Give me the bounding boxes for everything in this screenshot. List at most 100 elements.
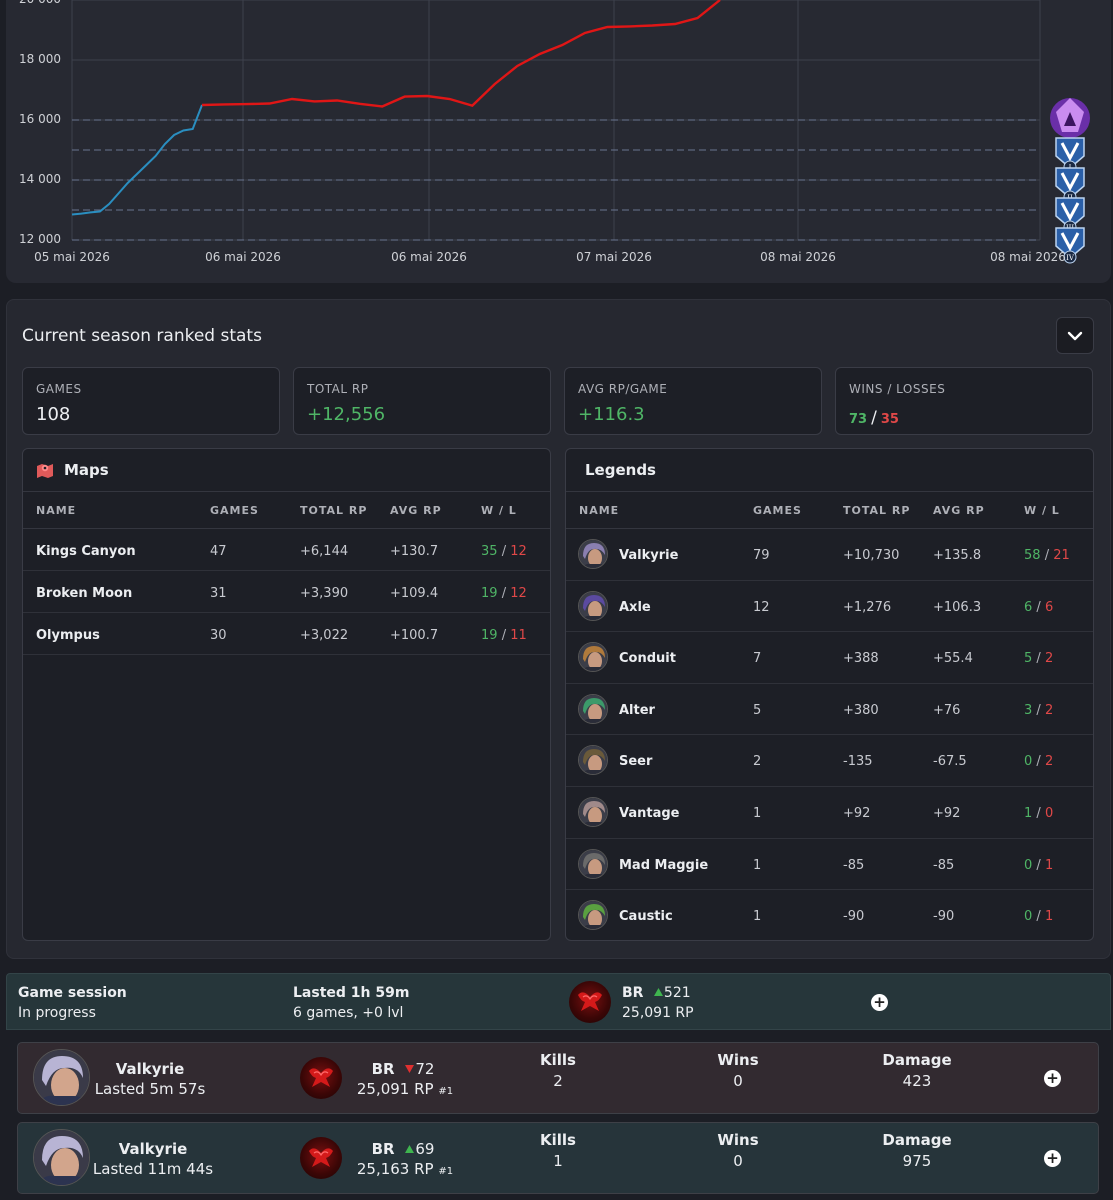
game-rp-value: 25,163 RP bbox=[356, 1160, 434, 1178]
diamond-rank-icon: IV bbox=[1055, 227, 1085, 264]
legend-total-rp: +380 bbox=[843, 702, 879, 718]
column-header: TOTAL RP bbox=[300, 504, 368, 517]
map-total-rp: +3,390 bbox=[300, 586, 349, 601]
wl-wins: 1 bbox=[1024, 805, 1033, 821]
wl-losses: 12 bbox=[510, 544, 527, 559]
map-row: Olympus 30 +3,022 +100.7 19 / 11 bbox=[23, 613, 550, 655]
legend-wl: 0 / 2 bbox=[1024, 754, 1054, 770]
legend-name: Seer bbox=[619, 754, 653, 770]
game-mode: BR bbox=[371, 1060, 395, 1078]
wl-losses: 11 bbox=[510, 628, 527, 643]
chart-plot: IIIIIIIV bbox=[71, 0, 1090, 264]
wins-label: Wins bbox=[717, 1131, 759, 1149]
legend-row: Mad Maggie 1 -85 -85 0 / 1 bbox=[566, 839, 1093, 891]
wl-wins: 3 bbox=[1024, 702, 1033, 718]
game-legend-name: Valkyrie bbox=[118, 1140, 188, 1158]
damage-value: 423 bbox=[902, 1072, 932, 1090]
legend-avg-rp: -90 bbox=[933, 909, 955, 925]
game-delta: 69 bbox=[415, 1140, 435, 1158]
x-tick-label: 08 mai 2026 bbox=[760, 250, 836, 264]
wl-wins: 5 bbox=[1024, 651, 1033, 667]
wins-value: 0 bbox=[733, 1072, 743, 1090]
legend-avatar bbox=[578, 642, 608, 673]
column-header: NAME bbox=[36, 504, 77, 517]
session-rank-line: BR 521 bbox=[622, 985, 691, 1001]
expand-game-button[interactable]: + bbox=[1044, 1150, 1061, 1167]
legend-games: 1 bbox=[753, 857, 762, 873]
map-icon bbox=[37, 464, 53, 478]
session-summary: 6 games, +0 lvl bbox=[293, 1005, 404, 1021]
session-rp: 25,091 RP bbox=[622, 1005, 694, 1021]
legend-total-rp: +1,276 bbox=[843, 599, 892, 615]
wl-losses: 1 bbox=[1044, 909, 1054, 925]
legend-name: Vantage bbox=[619, 805, 680, 821]
expand-session-button[interactable]: + bbox=[871, 994, 888, 1011]
master-rank-icon bbox=[1050, 98, 1090, 138]
legends-panel: Legends NAME GAMES TOTAL RP AVG RP W / L… bbox=[565, 448, 1094, 941]
wl-losses: 2 bbox=[1044, 754, 1054, 770]
game-legend-name: Valkyrie bbox=[115, 1060, 185, 1078]
stat-total-rp: TOTAL RP +12,556 bbox=[293, 367, 551, 435]
map-avg-rp: +100.7 bbox=[390, 628, 439, 643]
game-duration: Lasted 5m 57s bbox=[94, 1080, 206, 1098]
legend-avg-rp: +92 bbox=[933, 805, 961, 821]
game-rank-line: BR 69 bbox=[348, 1140, 458, 1158]
wl-losses: 6 bbox=[1044, 599, 1054, 615]
legend-total-rp: +10,730 bbox=[843, 548, 900, 563]
collapse-button[interactable] bbox=[1056, 317, 1094, 354]
game-session-bar: Game session In progress Lasted 1h 59m 6… bbox=[6, 973, 1111, 1030]
x-tick-label: 06 mai 2026 bbox=[205, 250, 281, 264]
wl-losses: 12 bbox=[510, 586, 527, 601]
map-total-rp: +3,022 bbox=[300, 628, 349, 643]
legends-title: Legends bbox=[585, 461, 656, 479]
game-mode: BR bbox=[371, 1140, 395, 1158]
map-total-rp: +6,144 bbox=[300, 544, 349, 559]
game-card[interactable]: Valkyrie Lasted 11m 44s BR 69 25,163 RP … bbox=[17, 1122, 1099, 1194]
legend-avatar bbox=[578, 796, 608, 827]
legend-avatar bbox=[578, 848, 608, 879]
legend-total-rp: -85 bbox=[843, 857, 865, 873]
session-status: In progress bbox=[18, 1005, 96, 1021]
expand-game-button[interactable]: + bbox=[1044, 1070, 1061, 1087]
map-name: Broken Moon bbox=[36, 586, 133, 601]
y-tick-label: 16 000 bbox=[19, 112, 61, 126]
game-rank-position: #1 bbox=[438, 1166, 454, 1177]
panel-title: Current season ranked stats bbox=[22, 326, 262, 346]
chevron-down-icon bbox=[1067, 331, 1083, 340]
maps-table-header: NAME GAMES TOTAL RP AVG RP W / L bbox=[23, 492, 550, 529]
arrow-down-icon bbox=[405, 1065, 415, 1073]
legend-wl: 58 / 21 bbox=[1024, 548, 1070, 563]
game-duration: Lasted 11m 44s bbox=[92, 1160, 214, 1178]
stat-avg-rp: AVG RP/GAME +116.3 bbox=[564, 367, 822, 435]
game-card[interactable]: Valkyrie Lasted 5m 57s BR 72 25,091 RP #… bbox=[17, 1042, 1099, 1114]
legend-name: Caustic bbox=[619, 909, 673, 925]
wl-separator: / bbox=[871, 408, 877, 428]
legend-name: Conduit bbox=[619, 651, 676, 667]
kills-label: Kills bbox=[540, 1051, 576, 1069]
session-mode: BR bbox=[622, 985, 644, 1001]
legend-avg-rp: +76 bbox=[933, 702, 961, 718]
wl-losses: 21 bbox=[1053, 548, 1070, 563]
map-games: 47 bbox=[210, 544, 227, 559]
session-duration: Lasted 1h 59m bbox=[293, 985, 410, 1001]
predator-rank-icon bbox=[300, 1057, 342, 1099]
game-rp: 25,163 RP #1 bbox=[350, 1160, 460, 1178]
wl-wins: 0 bbox=[1024, 909, 1033, 925]
column-header: GAMES bbox=[210, 504, 259, 517]
game-delta: 72 bbox=[415, 1060, 435, 1078]
x-tick-label: 08 mai 2026 bbox=[990, 250, 1066, 264]
map-wl: 35 / 12 bbox=[481, 544, 527, 559]
wl-wins: 19 bbox=[481, 586, 498, 601]
legend-games: 1 bbox=[753, 805, 762, 821]
kills-value: 1 bbox=[553, 1152, 563, 1170]
game-rp-value: 25,091 RP bbox=[356, 1080, 434, 1098]
stat-games: GAMES 108 bbox=[22, 367, 280, 435]
wins-label: Wins bbox=[717, 1051, 759, 1069]
arrow-up-icon bbox=[405, 1145, 415, 1153]
legend-total-rp: +388 bbox=[843, 651, 879, 667]
stat-value: +116.3 bbox=[578, 404, 645, 425]
y-tick-label: 20 000 bbox=[6, 0, 61, 6]
stat-label: AVG RP/GAME bbox=[578, 382, 668, 396]
wl-wins: 0 bbox=[1024, 754, 1033, 770]
